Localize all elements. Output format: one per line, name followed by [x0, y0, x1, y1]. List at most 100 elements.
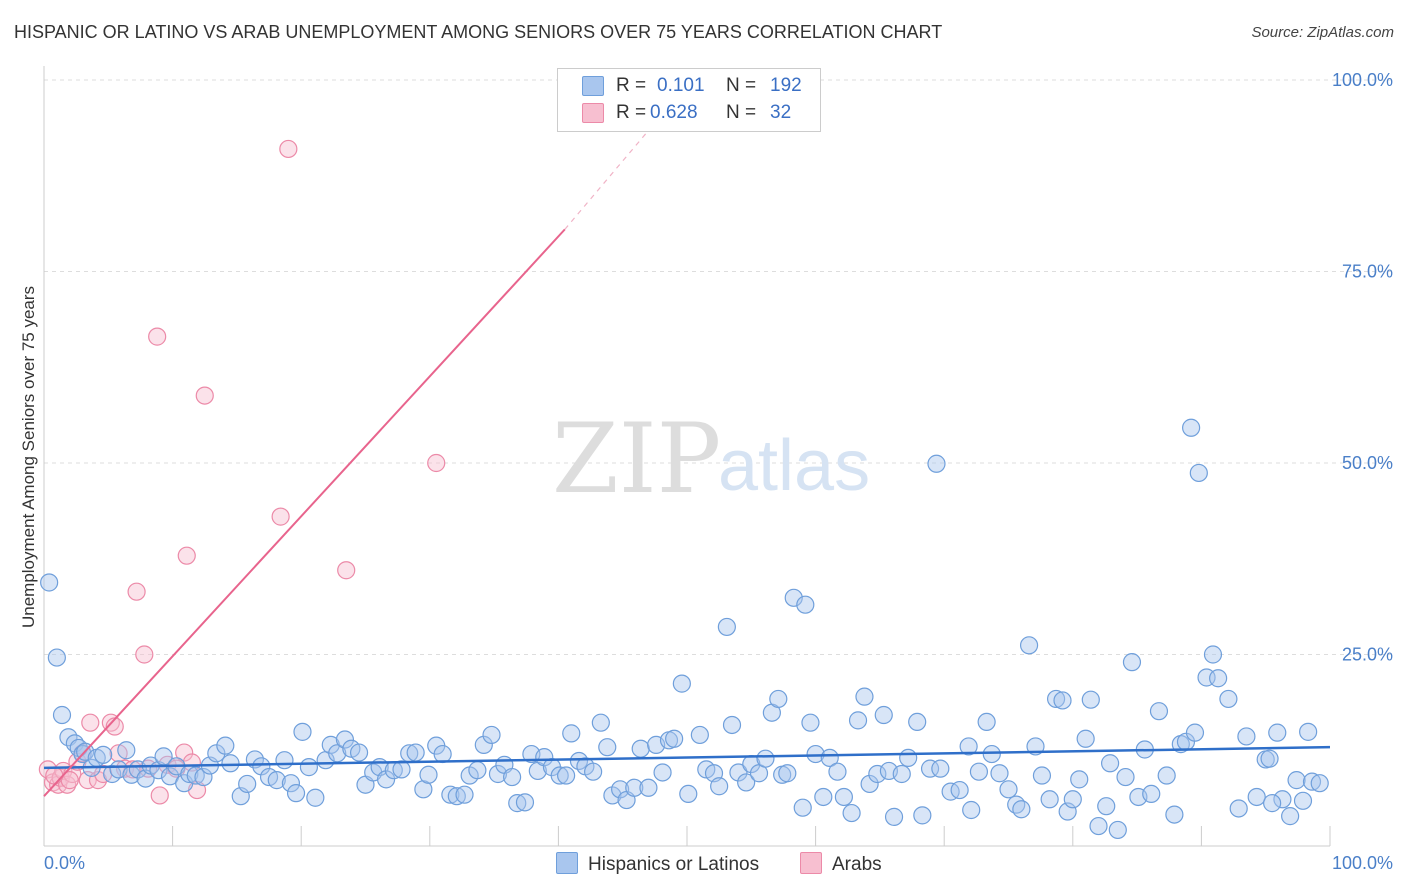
hispanics-point: [299, 758, 319, 777]
hispanics-point: [892, 764, 911, 784]
hispanics-point: [562, 724, 581, 743]
hispanics-point: [959, 737, 978, 756]
hispanics-point: [221, 754, 240, 773]
hispanics-point: [94, 745, 113, 764]
hispanics-point: [515, 793, 535, 812]
hispanics-point: [796, 595, 815, 614]
hispanics-point: [194, 767, 213, 787]
hispanics-point: [1182, 418, 1201, 437]
hispanics-point: [1247, 787, 1266, 807]
hispanics-point: [977, 712, 996, 732]
bottom-legend-swatch-arabs: [800, 852, 822, 874]
hispanics-point: [1046, 689, 1066, 709]
hispanics-points: [40, 418, 1329, 840]
hispanics-point: [468, 761, 487, 780]
hispanics-point: [962, 800, 981, 820]
legend-r-label: R =: [616, 75, 647, 96]
hispanics-point: [801, 713, 820, 732]
hispanics-point: [982, 744, 1001, 764]
hispanics-point: [834, 787, 853, 807]
hispanics-point: [1287, 771, 1306, 790]
bottom-legend-swatch-hispanics: [556, 852, 578, 874]
hispanics-point: [990, 764, 1009, 783]
hispanics-point: [874, 705, 893, 725]
hispanics-point: [376, 770, 396, 789]
hispanics-point: [349, 743, 369, 762]
hispanics-point: [920, 759, 940, 778]
hispanics-point: [1219, 689, 1238, 709]
hispanics-point: [908, 712, 927, 732]
hispanics-point: [1063, 790, 1082, 809]
hispanics-point: [1012, 800, 1031, 819]
hispanics-point: [868, 764, 887, 784]
arabs-trend-line: [43, 228, 566, 797]
hispanics-point: [216, 736, 235, 755]
y-tick-label: 25.0%: [1342, 645, 1393, 665]
hispanics-point: [281, 774, 301, 793]
hispanics-point: [508, 794, 527, 813]
hispanics-point: [186, 766, 205, 785]
y-tick-label: 50.0%: [1342, 453, 1393, 473]
hispanics-point: [335, 730, 355, 749]
hispanics-point: [1157, 766, 1176, 785]
hispanics-point: [769, 689, 788, 709]
arabs-point: [177, 546, 196, 565]
hispanics-point: [1189, 463, 1208, 483]
hispanics-point: [814, 787, 833, 807]
arabs-point: [45, 766, 64, 785]
x-tick-label: 0.0%: [44, 853, 85, 873]
legend-r-value: 0.101: [657, 75, 705, 96]
bottom-legend-label-hispanics: Hispanics or Latinos: [588, 854, 760, 875]
hispanics-point: [1302, 772, 1322, 791]
hispanics-point: [756, 749, 775, 768]
hispanics-point: [40, 573, 59, 592]
hispanics-point: [441, 785, 460, 804]
arabs-point: [150, 786, 169, 805]
hispanics-point: [679, 784, 698, 804]
hispanics-point: [950, 780, 969, 800]
legend-n-value: 192: [770, 75, 802, 96]
hispanics-point: [117, 741, 136, 760]
legend-n-label: N =: [726, 75, 757, 96]
hispanics-point: [1040, 790, 1059, 809]
arabs-point: [81, 713, 100, 732]
hispanics-point: [625, 778, 644, 797]
legend-n-value: 32: [770, 102, 792, 123]
y-tick-label: 75.0%: [1342, 262, 1393, 282]
correlation-legend: R = 0.101 N = 192 R = 0.628 N = 32: [557, 68, 821, 132]
hispanics-point: [1273, 790, 1292, 809]
hispanics-point: [482, 725, 501, 745]
hispanics-point: [267, 771, 286, 790]
bottom-legend-arabs: Arabs: [800, 852, 882, 876]
hispanics-point: [1237, 727, 1256, 746]
hispanics-point: [784, 588, 803, 607]
x-tick-label: 100.0%: [1332, 853, 1393, 873]
hispanics-point: [1116, 767, 1135, 787]
hispanics-point: [1053, 691, 1072, 710]
legend-r-value: 0.628: [650, 102, 698, 123]
hispanics-point: [306, 788, 325, 807]
watermark-atlas: atlas: [718, 426, 870, 506]
hispanics-point: [855, 687, 874, 706]
hispanics-point: [690, 725, 709, 745]
hispanics-point: [842, 803, 861, 823]
axes: [43, 66, 1331, 847]
hispanics-point: [665, 729, 684, 748]
hispanics-point: [1081, 690, 1100, 709]
hispanics-point: [557, 766, 576, 785]
hispanics-point: [1076, 729, 1095, 748]
hispanics-point: [1260, 749, 1279, 768]
hispanics-point: [1108, 820, 1127, 840]
hispanics-point: [1281, 807, 1300, 826]
tick-labels: 100.0% 75.0% 50.0% 25.0% 0.0% 100.0%: [44, 70, 1393, 873]
watermark-zip: ZIP: [552, 403, 721, 515]
bottom-legend-label-arabs: Arabs: [832, 854, 882, 875]
hispanics-point: [1019, 636, 1039, 655]
trend-lines: [43, 133, 1331, 797]
hispanics-point: [103, 764, 122, 784]
hispanics-point: [1203, 645, 1223, 664]
hispanics-point: [899, 748, 918, 768]
hispanics-point: [474, 735, 493, 754]
hispanics-point: [941, 782, 960, 801]
